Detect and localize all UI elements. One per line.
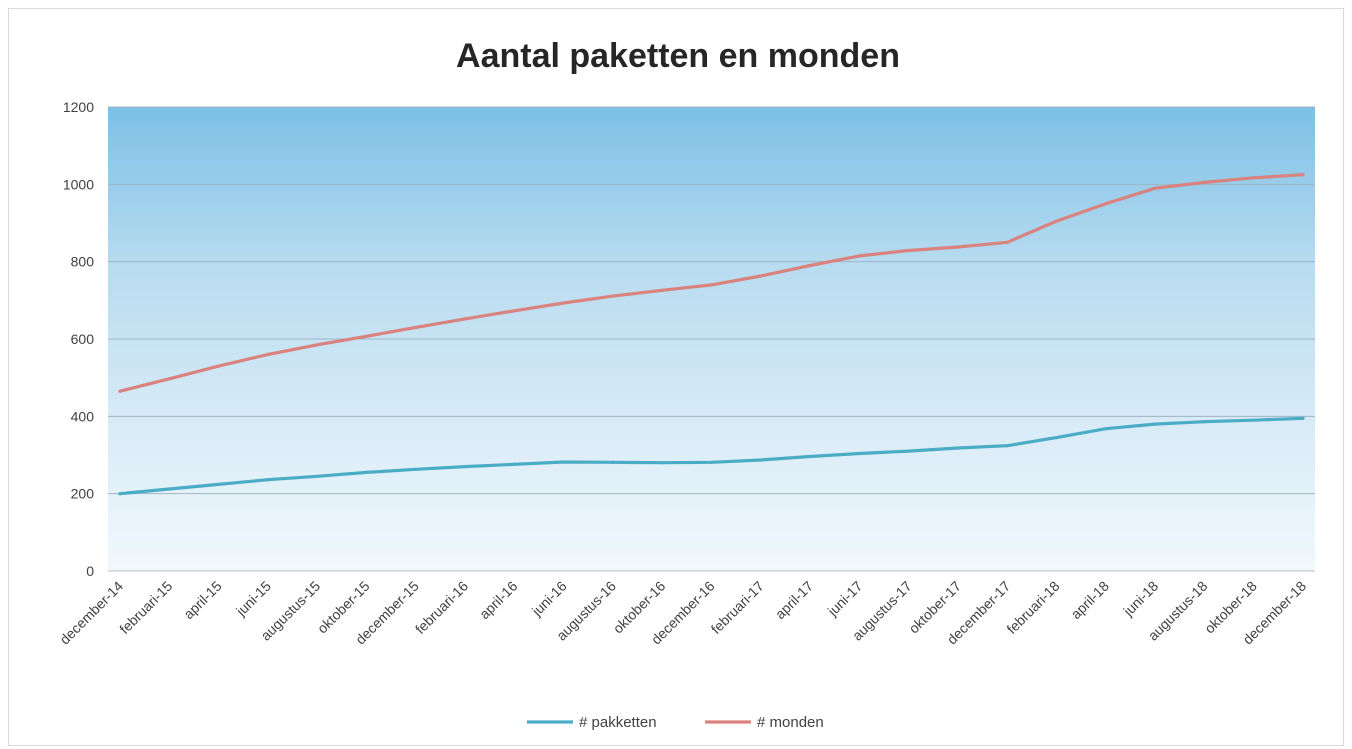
data-point [1153,186,1157,190]
data-point [364,470,369,474]
chart-title: Aantal paketten en monden [456,37,900,75]
data-point [709,460,714,464]
series-layer [118,173,1305,496]
x-tick-label: april-18 [1068,578,1112,622]
data-point [463,465,467,469]
legend-label-0: # pakketten [579,714,657,731]
data-point [562,301,566,305]
data-point [1252,418,1256,422]
y-tick-label: 800 [71,254,95,270]
x-tick-label: februari-15 [116,578,175,637]
data-point [660,288,664,292]
data-point [1202,420,1207,424]
y-axis: 0 200 400 600 800 1000 1200 [63,99,94,579]
data-point [216,482,221,486]
data-point [907,248,911,253]
data-point [709,283,714,287]
data-point [1104,202,1108,206]
data-point [1104,427,1108,431]
x-tick-label: december-14 [56,578,126,648]
data-point [808,454,812,459]
data-point [956,245,960,249]
data-point [167,487,171,491]
y-tick-label: 0 [86,563,94,579]
data-point [857,254,861,258]
y-tick-label: 600 [71,331,95,347]
data-point [857,451,861,456]
data-point [167,377,171,381]
data-point [562,460,566,464]
x-tick-label: februari-16 [412,578,471,637]
data-point [907,449,911,453]
x-tick-label: juni-16 [528,578,570,620]
data-point [364,334,369,338]
data-point [1301,173,1305,177]
legend: # pakketten # monden [527,714,824,731]
data-point [266,352,270,357]
data-point [463,317,467,321]
data-point [808,263,812,268]
data-point [1005,444,1009,448]
x-tick-label: april-16 [476,578,520,622]
data-point [956,446,960,450]
data-point [660,461,664,465]
data-point [414,325,418,329]
y-tick-label: 200 [71,486,95,502]
data-point [611,294,615,298]
x-tick-label: april-17 [772,578,816,622]
y-tick-label: 1000 [63,176,94,192]
data-point [315,343,319,347]
data-point [118,389,122,393]
data-point [315,474,319,478]
y-tick-label: 1200 [63,99,94,115]
x-tick-label: april-15 [180,578,224,622]
data-point [1301,416,1305,420]
legend-label-1: # monden [757,714,824,731]
x-tick-label: februari-18 [1003,578,1062,637]
x-tick-label: juni-15 [232,578,274,620]
chart-frame: Aantal paketten en monden 0 200 400 600 800 1… [8,8,1344,746]
data-point [759,274,763,278]
data-point [1153,422,1157,426]
data-point [1202,180,1207,184]
x-tick-label: juni-17 [824,578,866,620]
data-point [611,460,615,464]
data-point [1252,176,1256,180]
data-point [512,309,516,313]
data-point [759,458,763,462]
data-point [512,462,516,466]
line-chart: Aantal paketten en monden 0 200 400 600 800 1… [56,37,1315,731]
data-point [1054,436,1059,440]
x-tick-label: februari-17 [708,578,767,637]
x-tick-label: juni-18 [1120,578,1162,620]
data-point [266,478,270,482]
y-tick-label: 400 [71,408,95,424]
data-point [414,467,418,471]
data-point [216,364,221,368]
data-point [1054,219,1059,223]
data-point [118,492,122,496]
gridlines [108,106,1315,572]
data-point [1005,240,1009,244]
